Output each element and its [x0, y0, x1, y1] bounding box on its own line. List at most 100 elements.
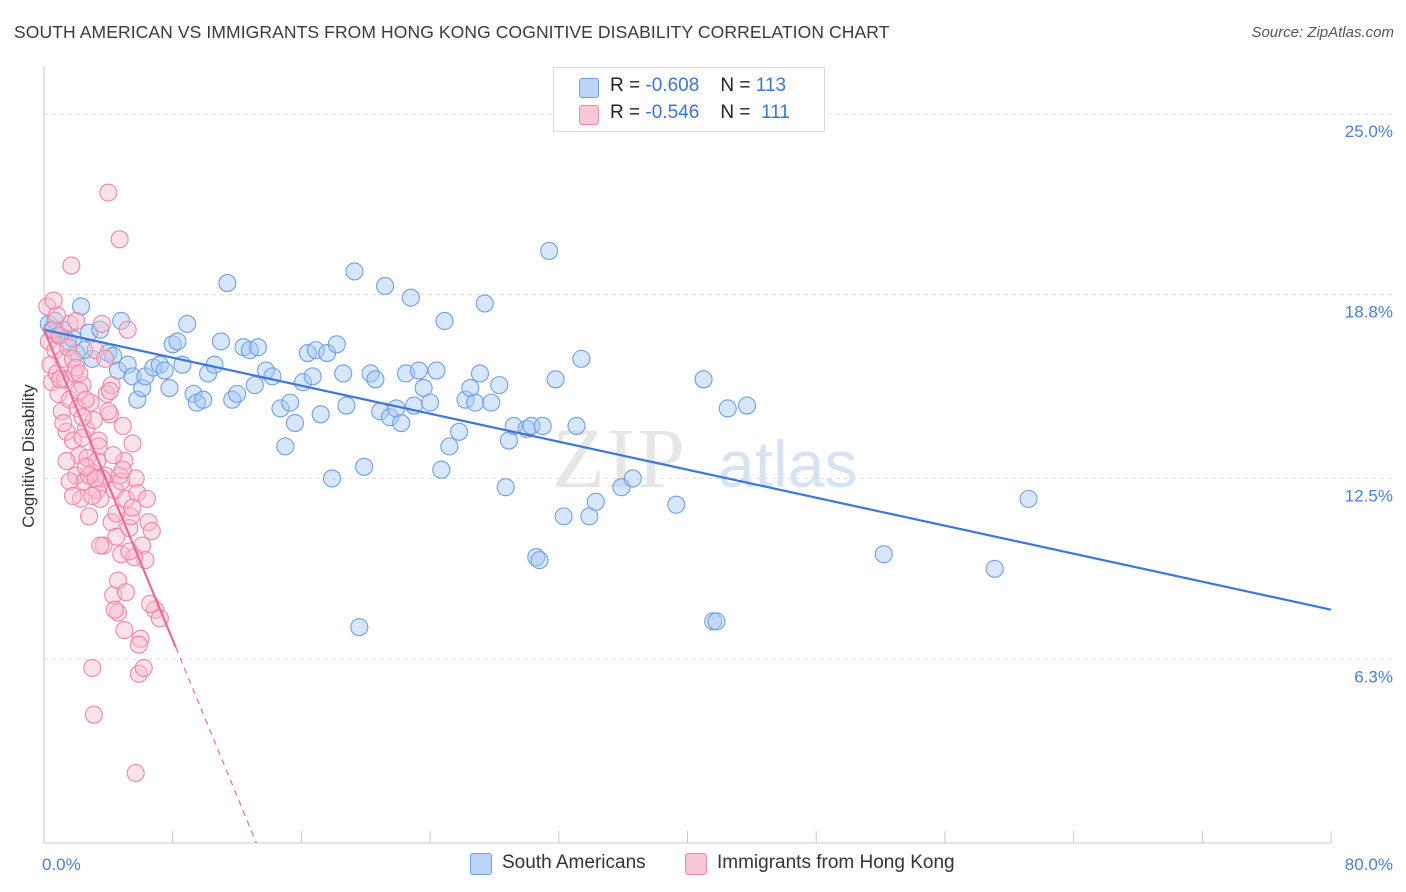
data-point	[667, 495, 686, 514]
data-point	[76, 390, 95, 409]
legend-label-south-americans: South Americans	[502, 852, 646, 873]
series-hong-kong	[38, 183, 169, 783]
data-point	[91, 536, 110, 555]
data-point	[126, 763, 145, 783]
legend-swatch-hong-kong	[579, 105, 599, 125]
data-point	[123, 367, 142, 386]
data-point	[123, 434, 142, 453]
data-point	[718, 399, 737, 418]
data-point	[57, 451, 76, 471]
r-value: -0.546	[645, 102, 700, 123]
y-tick-label: 12.5%	[1345, 486, 1393, 505]
trend-line	[43, 328, 1332, 611]
data-point	[118, 320, 137, 339]
data-point	[60, 472, 79, 491]
data-point	[361, 364, 380, 383]
data-point	[432, 460, 451, 479]
data-point	[421, 393, 440, 412]
data-point	[194, 390, 213, 409]
data-point	[107, 527, 126, 546]
data-point	[163, 335, 182, 354]
data-point	[409, 361, 428, 380]
data-point	[527, 548, 546, 567]
data-point	[142, 521, 161, 541]
data-point	[100, 381, 120, 401]
data-point	[263, 367, 282, 386]
data-point	[168, 332, 187, 351]
data-point	[128, 483, 147, 503]
data-point	[540, 241, 559, 261]
data-point	[113, 416, 132, 436]
data-point	[47, 306, 66, 325]
y-axis-title: Cognitive Disability	[19, 384, 38, 528]
data-point	[482, 393, 501, 412]
data-point	[160, 378, 179, 398]
n-value: 113	[755, 75, 787, 96]
data-point	[533, 416, 552, 436]
data-point	[115, 621, 134, 640]
data-point	[985, 559, 1004, 578]
data-point	[450, 422, 469, 441]
data-point	[59, 338, 78, 357]
data-point	[530, 551, 549, 570]
data-point	[81, 393, 100, 412]
data-point	[99, 402, 118, 421]
data-point	[99, 183, 118, 202]
data-point	[737, 396, 757, 415]
x-tick-label-min: 0.0%	[42, 855, 81, 874]
data-point	[86, 469, 105, 488]
data-point	[129, 635, 148, 654]
data-point	[567, 416, 586, 436]
data-point	[376, 276, 395, 296]
data-point	[178, 314, 197, 333]
data-point	[118, 355, 137, 374]
data-point	[392, 413, 411, 433]
data-point	[134, 658, 153, 678]
data-point	[97, 384, 116, 403]
data-point	[105, 600, 124, 619]
data-point	[337, 396, 356, 415]
data-point	[84, 705, 103, 724]
data-point	[623, 469, 642, 488]
data-point	[245, 376, 264, 395]
data-point	[133, 378, 152, 398]
data-point	[271, 399, 290, 418]
data-point	[223, 390, 242, 409]
data-point	[129, 664, 148, 683]
data-point	[874, 545, 893, 564]
data-point	[470, 364, 490, 383]
data-point	[211, 332, 231, 351]
n-value: 111	[761, 102, 790, 123]
data-point	[546, 370, 565, 389]
data-point	[327, 335, 346, 354]
data-point	[218, 274, 237, 293]
data-point	[44, 291, 63, 310]
data-point	[100, 405, 120, 424]
r-label: R =	[610, 75, 641, 96]
series-south-americans	[39, 241, 1038, 637]
trend-lines	[42, 328, 1332, 844]
gridlines	[44, 113, 1392, 660]
y-tick-label: 25.0%	[1345, 122, 1393, 141]
data-point	[104, 446, 123, 465]
data-point	[461, 378, 480, 398]
data-point	[83, 486, 102, 506]
data-point	[73, 376, 92, 395]
data-point	[401, 288, 420, 307]
data-point	[71, 297, 91, 316]
x-tick-label-max: 80.0%	[1345, 855, 1393, 874]
data-point	[84, 411, 103, 430]
data-point	[116, 583, 136, 602]
data-point	[137, 489, 157, 508]
r-label: R =	[610, 102, 641, 123]
data-point	[350, 618, 369, 637]
data-point	[366, 370, 385, 389]
data-point	[96, 349, 115, 368]
trend-line-extension	[175, 647, 257, 844]
legend-swatch-hong-kong	[685, 853, 707, 875]
y-tick-label: 18.8%	[1345, 303, 1393, 322]
watermark-zip: ZIP	[552, 410, 687, 506]
data-point	[1019, 489, 1038, 508]
data-point	[435, 311, 454, 331]
data-point	[496, 478, 515, 497]
